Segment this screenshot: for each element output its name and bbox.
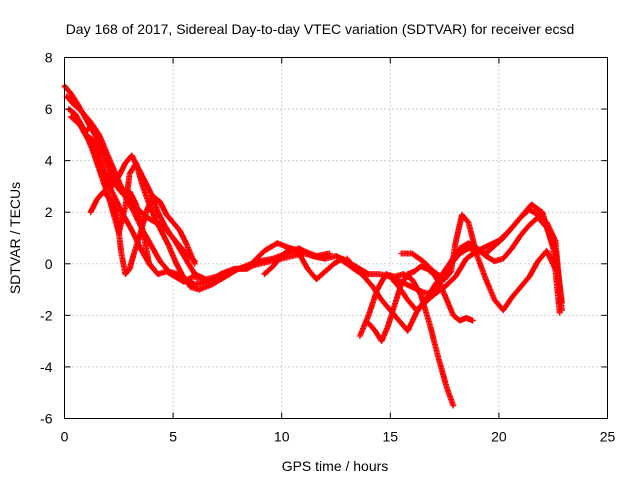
data-point-markers (83, 131, 198, 265)
data-point-markers (65, 106, 333, 293)
x-tick-label: 5 (169, 429, 177, 445)
x-tick-label: 10 (274, 429, 290, 445)
x-tick-label: 15 (383, 429, 399, 445)
data-point-markers (81, 124, 157, 272)
x-tick-label: 20 (491, 429, 507, 445)
series-track-13 (387, 206, 565, 314)
series-track-7 (83, 131, 198, 265)
y-axis-title: SDTVAR / TECUs (7, 182, 23, 294)
series-track-11 (365, 263, 476, 345)
x-axis-title: GPS time / hours (282, 458, 389, 474)
y-tick-label: -4 (40, 359, 53, 375)
y-tick-label: 6 (45, 101, 53, 117)
data-point-markers (365, 263, 476, 345)
axis-ticks (64, 57, 608, 419)
y-tick-label: 8 (45, 50, 53, 66)
x-tick-label: 0 (61, 429, 69, 445)
y-tick-label: -2 (40, 307, 53, 323)
data-point-markers (87, 188, 198, 278)
chart-title: Day 168 of 2017, Sidereal Day-to-day VTE… (66, 21, 575, 37)
y-tick-label: 2 (45, 204, 53, 220)
y-tick-label: 4 (45, 153, 53, 169)
y-tick-label: 0 (45, 256, 53, 272)
data-point-markers (356, 271, 457, 409)
data-series (61, 82, 565, 409)
tick-labels: 0 5 10 15 20 25 -6 -4 -2 0 2 4 6 8 (40, 50, 615, 445)
x-tick-label: 25 (600, 429, 616, 445)
series-track-5 (87, 188, 198, 278)
plot-frame (64, 57, 608, 419)
series-track-6 (81, 124, 157, 272)
y-tick-label: -6 (40, 411, 53, 427)
grid (64, 57, 608, 419)
data-point-markers (261, 245, 372, 283)
data-point-markers (387, 206, 565, 314)
series-track-3 (65, 106, 333, 293)
series-track-10 (356, 271, 457, 409)
series-track-14 (261, 245, 372, 283)
